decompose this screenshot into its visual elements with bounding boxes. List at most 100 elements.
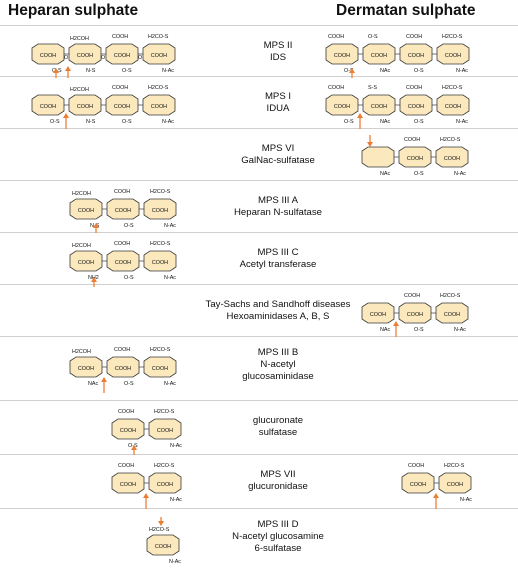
cleavage-arrow xyxy=(349,68,355,78)
enzyme-name: GalNac-sulfatase xyxy=(241,155,315,166)
cleavage-arrow xyxy=(131,445,137,455)
svg-text:N-Ac: N-Ac xyxy=(170,443,182,449)
svg-text:N-Ac: N-Ac xyxy=(170,497,182,503)
svg-text:COOH: COOH xyxy=(410,482,426,488)
svg-text:H2CO-S: H2CO-S xyxy=(154,409,175,415)
svg-text:COOH: COOH xyxy=(78,208,94,214)
svg-text:COOH: COOH xyxy=(151,53,167,59)
cleavage-arrow xyxy=(143,493,149,509)
svg-text:COOH: COOH xyxy=(114,104,130,110)
svg-text:NAc: NAc xyxy=(88,381,98,387)
cleavage-arrow xyxy=(433,493,439,509)
row-label: MPS III D N-acetyl glucosamine 6-sulfata… xyxy=(180,519,376,555)
ring-2: COOH COOH O-S xyxy=(106,347,140,387)
svg-text:COOH: COOH xyxy=(115,260,131,266)
svg-text:O: O xyxy=(64,55,68,61)
ring-1: NAc xyxy=(361,146,395,177)
svg-text:COOH: COOH xyxy=(447,482,463,488)
disease-name: MPS III B xyxy=(257,347,299,358)
svg-text:COOH: COOH xyxy=(115,366,131,372)
svg-text:H2CO-S: H2CO-S xyxy=(442,85,463,91)
svg-text:COOH: COOH xyxy=(328,85,344,91)
ring-1: COOH xyxy=(31,43,65,65)
svg-text:S-S: S-S xyxy=(368,85,377,91)
svg-text:O-S: O-S xyxy=(128,443,138,449)
svg-text:O-S: O-S xyxy=(414,119,424,125)
cleavage-arrow xyxy=(357,113,363,129)
svg-text:H2CO-S: H2CO-S xyxy=(440,293,461,299)
svg-text:O: O xyxy=(138,55,142,61)
cleavage-arrow xyxy=(65,66,71,78)
ring-2: COOH S-S NAc xyxy=(362,85,396,125)
svg-text:O-S: O-S xyxy=(124,223,134,229)
enzyme-name: Acetyl transferase xyxy=(239,259,317,270)
svg-text:COOH: COOH xyxy=(371,53,387,59)
svg-text:NH2: NH2 xyxy=(88,275,99,281)
svg-text:O-S: O-S xyxy=(414,68,424,74)
ring-1: COOH H2COH NAc xyxy=(69,349,103,387)
row-label: Tay-Sachs and Sandhoff diseases Hexoamin… xyxy=(180,299,376,323)
row-label: glucuronate sulfatase xyxy=(180,415,376,439)
heparan-structure: COOH COOH COOH H2CO-S N-Ac xyxy=(111,463,182,509)
svg-text:N-Ac: N-Ac xyxy=(456,68,468,74)
svg-text:COOH: COOH xyxy=(407,312,423,318)
svg-text:N-Ac: N-Ac xyxy=(162,68,174,74)
dermatan-structure: COOH COOH COOH H2CO-S N-Ac xyxy=(401,463,472,509)
dermatan-structure: COOH NAc COOH COOH O-S COOH H2CO-S N-Ac xyxy=(361,293,469,337)
ring-4: COOH H2CO-S N-Ac xyxy=(142,34,176,74)
cleavage-arrow xyxy=(393,321,399,337)
svg-text:COOH: COOH xyxy=(155,544,171,550)
cleavage-arrow xyxy=(91,277,97,287)
svg-text:COOH: COOH xyxy=(120,428,136,434)
svg-text:H2CO-S: H2CO-S xyxy=(440,137,461,143)
dermatan-structure: NAc COOH COOH O-S COOH H2CO-S N-Ac xyxy=(361,135,469,177)
ring-1: COOH COOH xyxy=(111,463,145,494)
svg-text:COOH: COOH xyxy=(408,463,424,469)
row-tay-sachs: Tay-Sachs and Sandhoff diseases Hexoamin… xyxy=(0,285,518,337)
ring-2: COOH O-S NAc xyxy=(362,34,396,74)
row-mps-iii-c: MPS III C Acetyl transferase COOH H2COH … xyxy=(0,233,518,287)
ring-1: COOH xyxy=(31,94,65,116)
svg-text:H2CO-S: H2CO-S xyxy=(150,189,171,195)
row-label: MPS II IDS xyxy=(180,40,376,64)
row-mps-vii: MPS VII glucuronidase COOH COOH COOH H2C… xyxy=(0,455,518,509)
row-label: MPS I IDUA xyxy=(180,91,376,115)
svg-text:COOH: COOH xyxy=(334,53,350,59)
row-label: MPS VII glucuronidase xyxy=(180,469,376,493)
svg-text:COOH: COOH xyxy=(114,53,130,59)
svg-text:H2COH: H2COH xyxy=(70,87,89,93)
svg-text:COOH: COOH xyxy=(404,293,420,299)
svg-text:COOH: COOH xyxy=(152,366,168,372)
svg-text:COOH: COOH xyxy=(77,104,93,110)
svg-text:N-S: N-S xyxy=(86,68,96,74)
svg-text:COOH: COOH xyxy=(445,104,461,110)
ring-2: COOH H2COH N-S xyxy=(68,87,102,125)
heparan-structure: COOH H2COH NH2 COOH COOH O-S COOH H2CO-S… xyxy=(69,241,177,287)
svg-text:NAc: NAc xyxy=(380,68,390,74)
svg-text:O-S: O-S xyxy=(122,119,132,125)
svg-text:COOH: COOH xyxy=(328,34,344,40)
dermatan-structure: COOH COOH O-S COOH O-S NAc COOH COOH O-S xyxy=(325,34,470,78)
ring-3: COOH H2CO-S N-Ac xyxy=(143,347,177,387)
svg-text:O-S: O-S xyxy=(50,119,60,125)
svg-text:N-Ac: N-Ac xyxy=(456,119,468,125)
svg-text:COOH: COOH xyxy=(120,482,136,488)
cleavage-arrow xyxy=(53,68,59,78)
ring-3: COOH H2CO-S N-Ac xyxy=(435,293,469,333)
row-mps-iii-b: MPS III B N-acetyl glucosaminidase COOH … xyxy=(0,337,518,401)
svg-text:H2CO-S: H2CO-S xyxy=(442,34,463,40)
svg-text:COOH: COOH xyxy=(445,53,461,59)
svg-text:COOH: COOH xyxy=(407,156,423,162)
ring-1: COOH COOH O-S xyxy=(325,34,359,74)
svg-text:COOH: COOH xyxy=(408,104,424,110)
dermatan-structure: COOH COOH O-S COOH S-S NAc COOH COOH O-S xyxy=(325,85,470,129)
svg-text:H2CO-S: H2CO-S xyxy=(444,463,465,469)
disease-name: MPS I xyxy=(264,91,292,102)
svg-text:COOH: COOH xyxy=(408,53,424,59)
heparan-structure: COOH H2COH NAc COOH COOH O-S COOH H2CO-S… xyxy=(69,347,177,393)
svg-text:N-Ac: N-Ac xyxy=(169,559,181,565)
svg-text:COOH: COOH xyxy=(152,260,168,266)
svg-text:N-Ac: N-Ac xyxy=(454,327,466,333)
svg-text:N-Ac: N-Ac xyxy=(164,381,176,387)
disease-name: MPS III A xyxy=(258,195,298,206)
